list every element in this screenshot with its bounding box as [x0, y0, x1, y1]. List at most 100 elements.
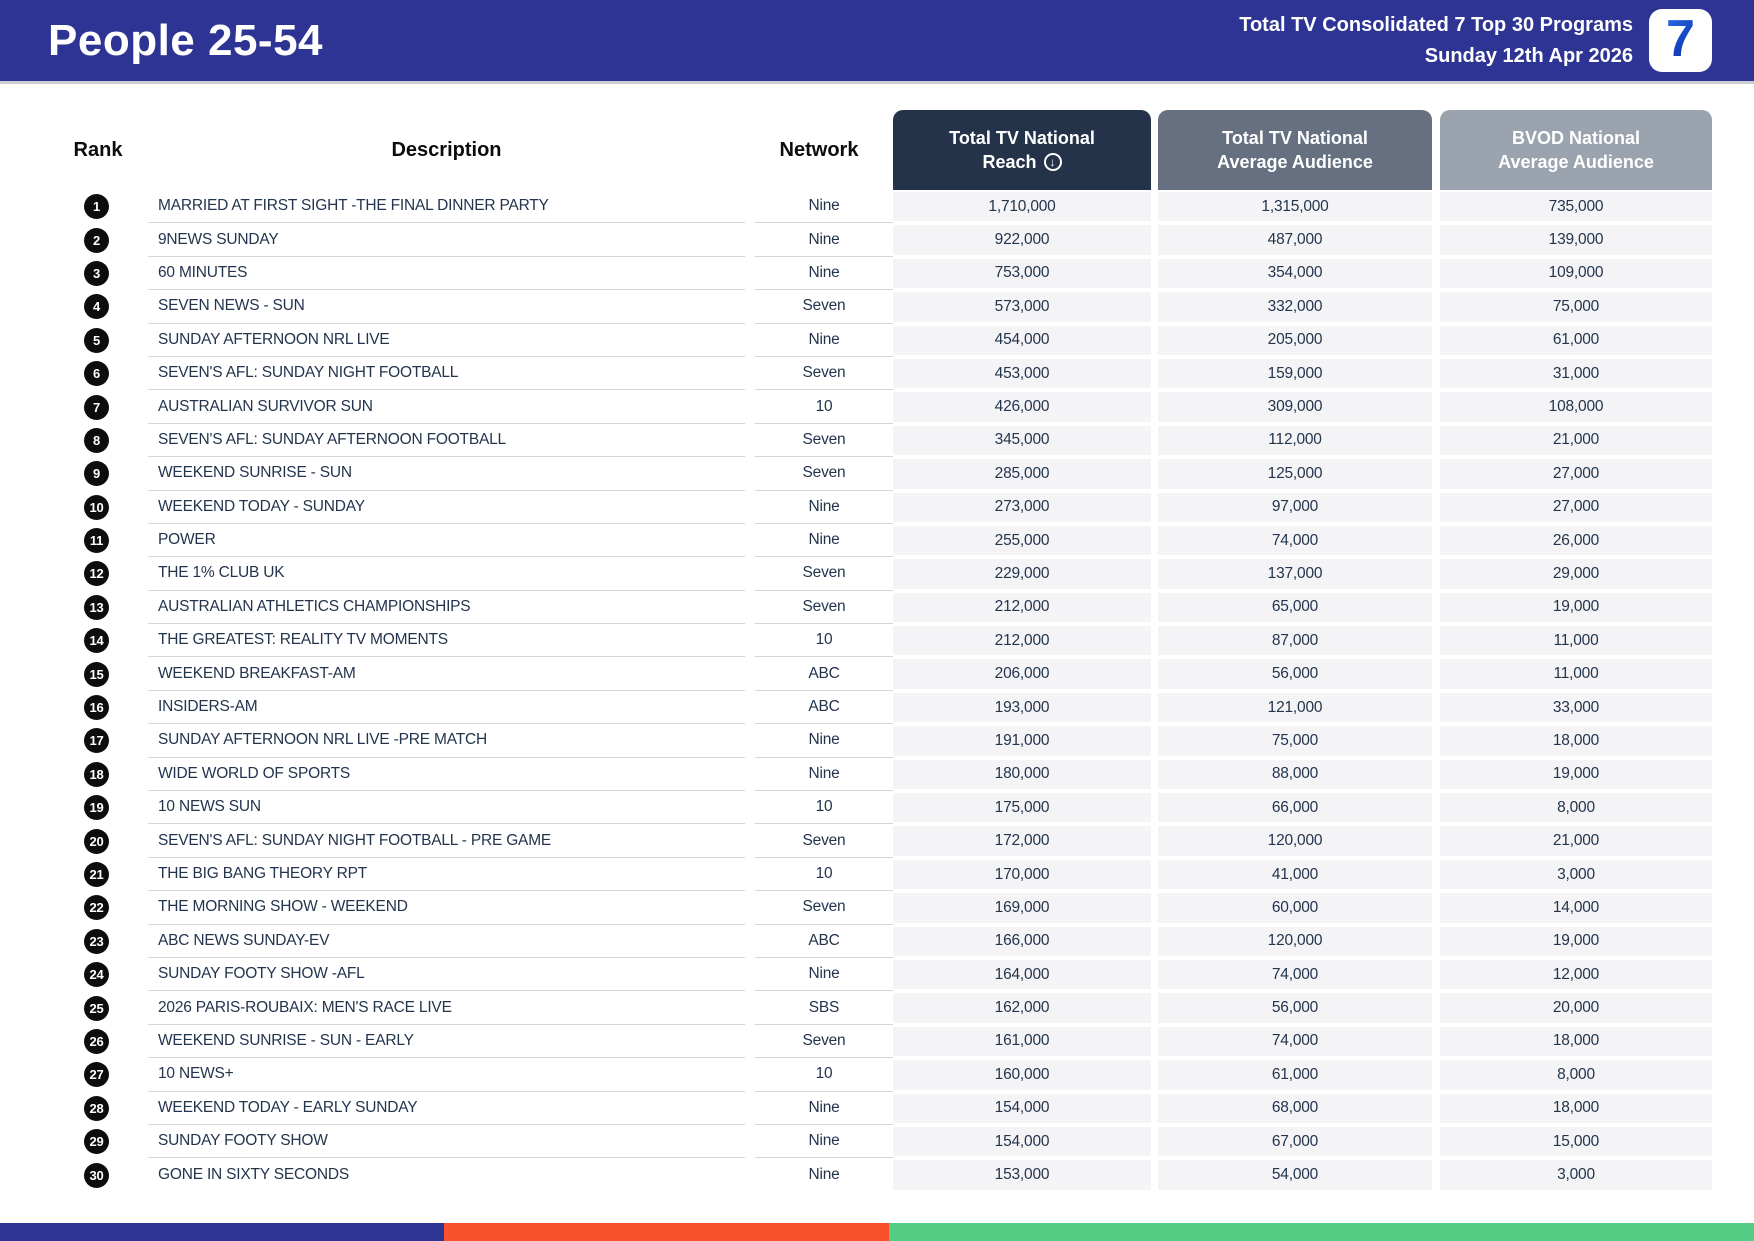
average-audience-value: 74,000: [1158, 525, 1432, 556]
table-row: 9 WEEKEND SUNRISE - SUN Seven 285,000 12…: [48, 457, 1712, 491]
program-description: SEVEN'S AFL: SUNDAY AFTERNOON FOOTBALL: [148, 424, 745, 458]
rank-cell: 23: [48, 925, 148, 958]
total-reach-value: 169,000: [893, 893, 1151, 923]
rank-cell: 22: [48, 891, 148, 924]
program-network: ABC: [755, 657, 893, 691]
rank-badge: 22: [84, 895, 109, 921]
program-description: 60 MINUTES: [148, 257, 745, 291]
top-banner: People 25-54 Total TV Consolidated 7 Top…: [0, 0, 1754, 84]
footer-bar-segment-blue: [0, 1223, 444, 1241]
rank-badge: 5: [84, 327, 109, 353]
program-description: 10 NEWS SUN: [148, 791, 745, 825]
total-reach-value: 191,000: [893, 726, 1151, 756]
average-audience-value: 137,000: [1158, 559, 1432, 589]
program-network: Seven: [755, 1025, 893, 1059]
table-row: 15 WEEKEND BREAKFAST-AM ABC 206,000 56,0…: [48, 657, 1712, 691]
sort-descending-icon: ↓: [1043, 153, 1062, 172]
table-row: 8 SEVEN'S AFL: SUNDAY AFTERNOON FOOTBALL…: [48, 424, 1712, 458]
bvod-audience-value: 21,000: [1440, 425, 1712, 456]
bvod-header-line2: Average Audience: [1498, 152, 1654, 172]
program-description: SUNDAY FOOTY SHOW -AFL: [148, 958, 745, 992]
program-description: WEEKEND TODAY - EARLY SUNDAY: [148, 1092, 745, 1125]
rank-cell: 29: [48, 1125, 148, 1158]
bvod-audience-value: 20,000: [1440, 993, 1712, 1023]
total-reach-value: 753,000: [893, 258, 1151, 289]
bvod-audience-value: 15,000: [1440, 1126, 1712, 1157]
rank-badge: 17: [84, 728, 109, 754]
table-row: 1 MARRIED AT FIRST SIGHT -THE FINAL DINN…: [48, 190, 1712, 224]
program-description: SEVEN'S AFL: SUNDAY NIGHT FOOTBALL: [148, 357, 745, 391]
rank-badge: 13: [84, 594, 109, 620]
bvod-audience-value: 33,000: [1440, 692, 1712, 723]
total-reach-value: 193,000: [893, 692, 1151, 723]
program-description: GONE IN SIXTY SECONDS: [158, 1166, 350, 1184]
total-reach-value: 172,000: [893, 826, 1151, 856]
rank-cell: 28: [48, 1092, 148, 1125]
bvod-audience-value: 19,000: [1440, 926, 1712, 956]
column-header-total-reach[interactable]: Total TV National Reach ↓: [893, 110, 1151, 190]
bvod-audience-value: 108,000: [1440, 392, 1712, 422]
table-row: 4 SEVEN NEWS - SUN Seven 573,000 332,000…: [48, 290, 1712, 324]
program-description: WIDE WORLD OF SPORTS: [148, 758, 745, 792]
average-audience-value: 120,000: [1158, 926, 1432, 956]
table-row: 26 WEEKEND SUNRISE - SUN - EARLY Seven 1…: [48, 1025, 1712, 1059]
bvod-audience-value: 18,000: [1440, 1093, 1712, 1123]
table-row: 27 10 NEWS+ 10 160,000 61,000 8,000: [48, 1058, 1712, 1092]
average-audience-value: 65,000: [1158, 592, 1432, 623]
banner-right: Total TV Consolidated 7 Top 30 Programs …: [1239, 9, 1754, 72]
report-subtitle: Total TV Consolidated 7 Top 30 Programs …: [1239, 10, 1633, 72]
program-description: THE 1% CLUB UK: [148, 557, 745, 591]
rank-badge: 30: [84, 1162, 109, 1188]
rank-badge: 21: [84, 862, 109, 887]
avg-header-line1: Total TV National: [1222, 127, 1368, 148]
footer-color-bar: [0, 1223, 1754, 1241]
average-audience-value: 66,000: [1158, 793, 1432, 823]
reach-header-line2: Reach: [982, 152, 1037, 172]
table-header-row: Rank Description Network Total TV Nation…: [48, 110, 1712, 190]
average-audience-value: 354,000: [1158, 258, 1432, 289]
rank-cell: 13: [48, 591, 148, 624]
rank-cell: 20: [48, 824, 148, 857]
rank-badge: 20: [84, 828, 109, 854]
rank-badge: 28: [84, 1095, 109, 1121]
rank-badge: 7: [84, 394, 109, 420]
bvod-audience-value: 12,000: [1440, 959, 1712, 990]
total-reach-value: 164,000: [893, 959, 1151, 990]
average-audience-value: 1,315,000: [1158, 192, 1432, 222]
column-header-network: Network: [779, 138, 859, 161]
program-network: SBS: [755, 991, 893, 1025]
average-audience-value: 68,000: [1158, 1093, 1432, 1123]
rank-cell: 15: [48, 657, 148, 690]
table-row: 20 SEVEN'S AFL: SUNDAY NIGHT FOOTBALL - …: [48, 824, 1712, 858]
rank-cell: 17: [48, 724, 148, 757]
total-reach-value: 454,000: [893, 325, 1151, 355]
bvod-audience-value: 19,000: [1440, 592, 1712, 623]
bvod-audience-value: 26,000: [1440, 525, 1712, 556]
table-row: 11 POWER Nine 255,000 74,000 26,000: [48, 524, 1712, 558]
rank-badge: 2: [84, 227, 109, 253]
rank-badge: 11: [84, 528, 109, 554]
program-description: WEEKEND SUNRISE - SUN: [148, 457, 745, 491]
table-row: 22 THE MORNING SHOW - WEEKEND Seven 169,…: [48, 891, 1712, 925]
table-row: 10 WEEKEND TODAY - SUNDAY Nine 273,000 9…: [48, 491, 1712, 524]
program-network: Nine: [808, 1166, 840, 1184]
table-row: 24 SUNDAY FOOTY SHOW -AFL Nine 164,000 7…: [48, 958, 1712, 992]
program-network: 10: [755, 791, 893, 825]
average-audience-value: 112,000: [1158, 425, 1432, 456]
rank-cell: 3: [48, 257, 148, 290]
program-network: 10: [755, 390, 893, 424]
rank-badge: 26: [84, 1028, 109, 1054]
table-row: 30 GONE IN SIXTY SECONDS Nine 153,000 54…: [48, 1158, 1712, 1191]
program-description: SUNDAY AFTERNOON NRL LIVE: [148, 324, 745, 357]
rank-badge: 4: [84, 294, 109, 320]
average-audience-value: 60,000: [1158, 893, 1432, 923]
rank-badge: 23: [84, 928, 109, 954]
rank-cell: 27: [48, 1058, 148, 1091]
average-audience-value: 67,000: [1158, 1126, 1432, 1157]
program-network: 10: [755, 858, 893, 892]
average-audience-value: 125,000: [1158, 459, 1432, 489]
total-reach-value: 255,000: [893, 525, 1151, 556]
table-row: 5 SUNDAY AFTERNOON NRL LIVE Nine 454,000…: [48, 324, 1712, 357]
table-row: 18 WIDE WORLD OF SPORTS Nine 180,000 88,…: [48, 758, 1712, 792]
bvod-audience-value: 21,000: [1440, 826, 1712, 856]
